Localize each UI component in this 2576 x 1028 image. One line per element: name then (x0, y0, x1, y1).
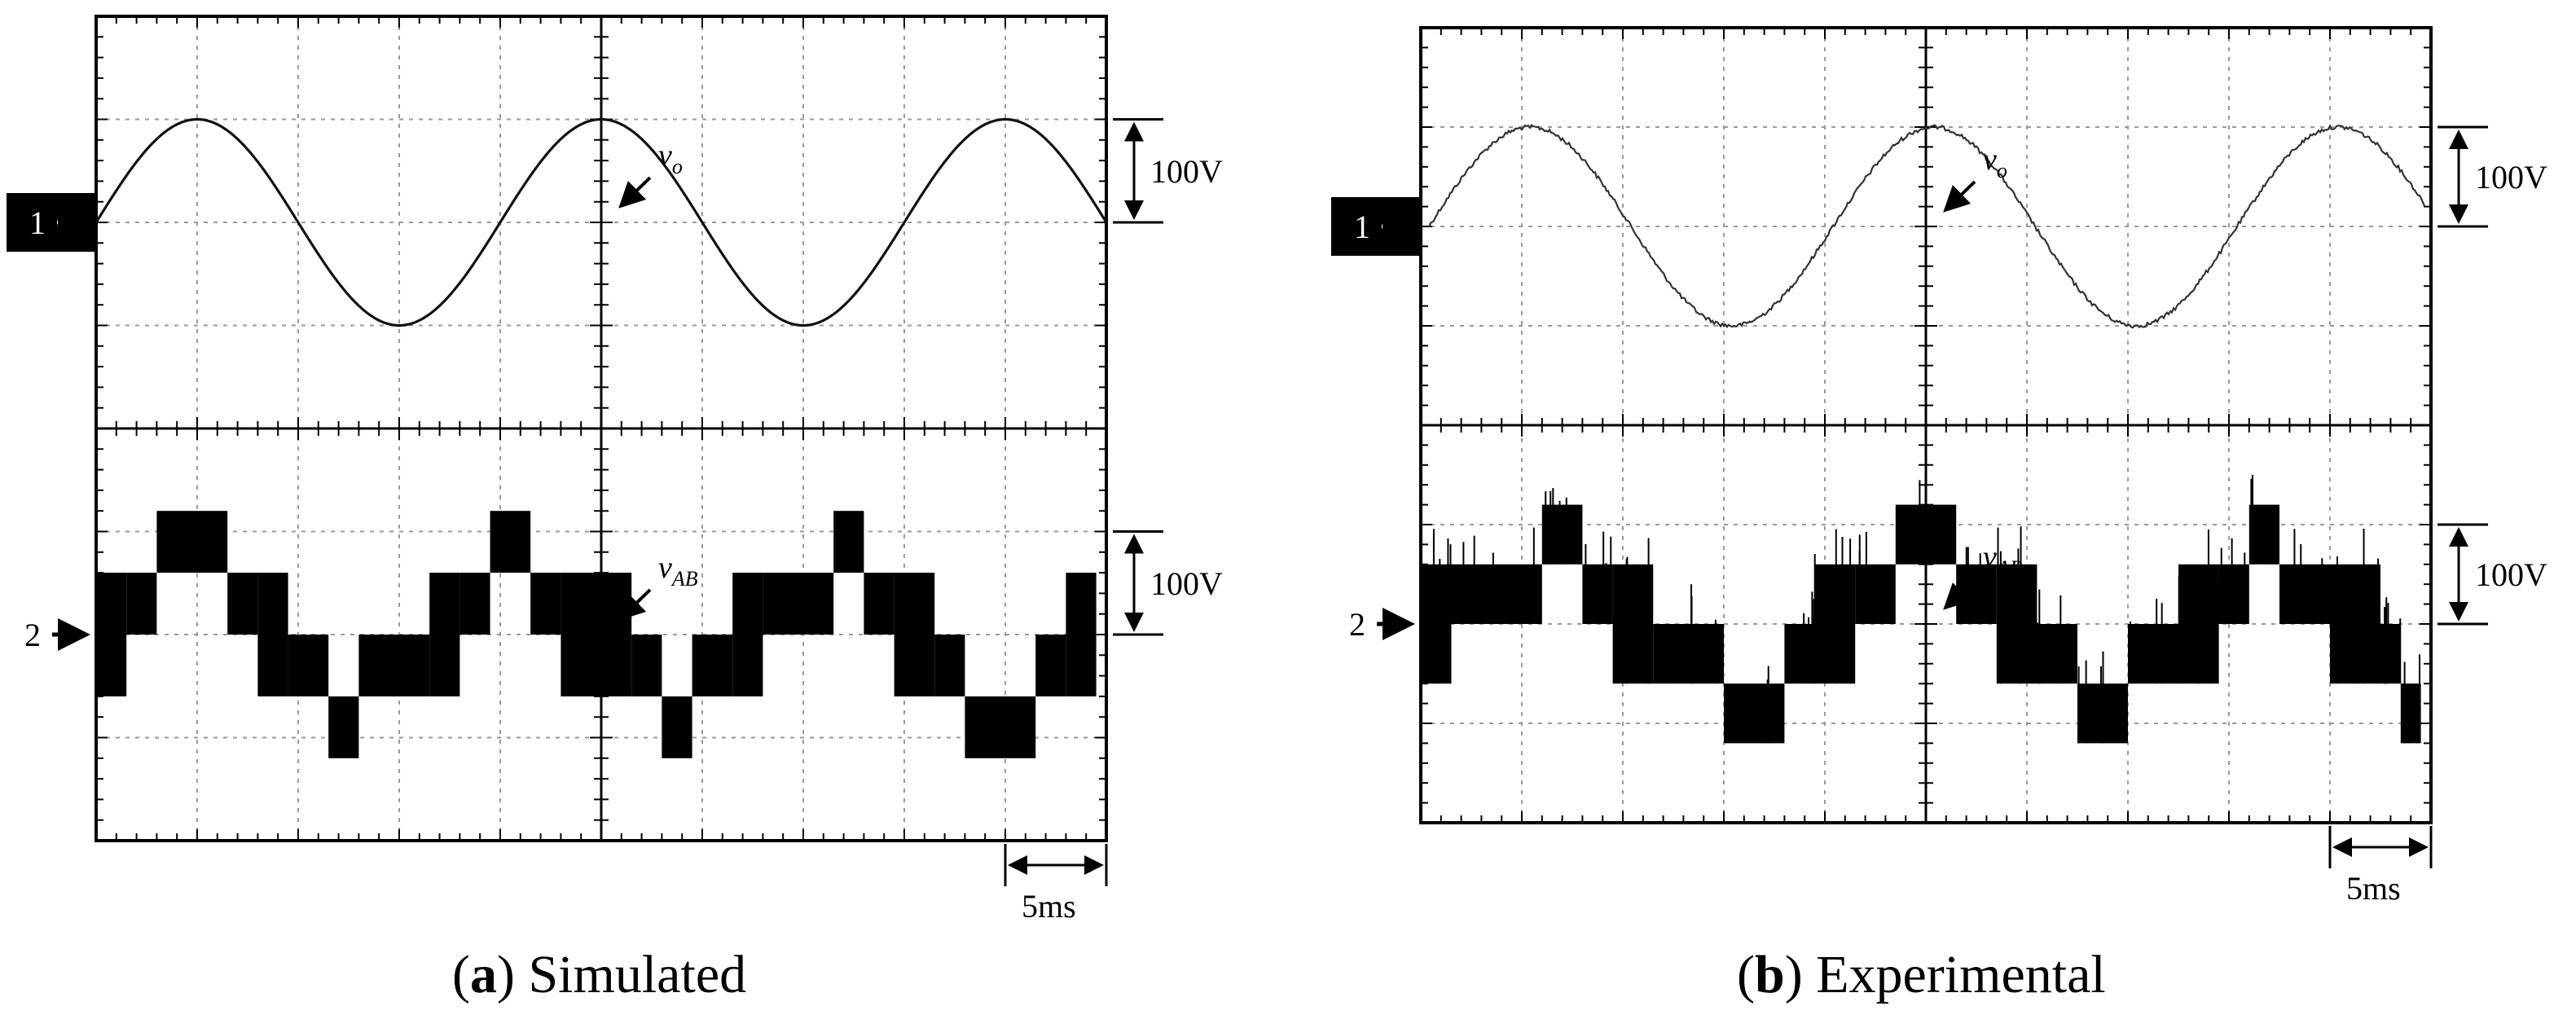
vab-block (1653, 624, 1724, 684)
ch1-marker-label: 1 (1354, 209, 1370, 245)
vab-block (429, 573, 460, 696)
vab-block (530, 573, 561, 635)
vab-block (631, 635, 662, 696)
ch2-marker-label: 2 (1349, 606, 1365, 643)
scale-label: 100V (1150, 565, 1223, 602)
vab-block (934, 635, 965, 696)
vab-block (288, 635, 329, 696)
scale-label: 100V (2475, 159, 2547, 195)
vab-block (894, 573, 935, 696)
vab-block (257, 573, 288, 696)
scope-frame (1419, 26, 2433, 824)
vab-block (328, 696, 359, 758)
trace-vo (95, 117, 1108, 327)
arrow-vo (618, 176, 652, 209)
scale-label: 100V (1150, 153, 1223, 190)
time-scale: 5ms (2328, 826, 2433, 907)
label-vo: vo (1983, 143, 2007, 182)
trace-vab (96, 511, 1097, 758)
voltage-scale-top: 100V (2438, 125, 2547, 228)
vab-block (1784, 624, 1815, 684)
panel-experimental: 1 2 vo vAB 100V 100V 5ms (1331, 26, 2547, 907)
vab-block (1582, 564, 1613, 624)
vab-block (965, 696, 1036, 758)
vab-block (96, 573, 127, 696)
caption-experimental: (b) Experimental (1737, 945, 2106, 1004)
ch1-marker-label: 1 (29, 204, 46, 241)
vab-block (1066, 573, 1097, 696)
vab-block (763, 573, 834, 635)
trace-vab (1421, 475, 2421, 744)
vab-block (1035, 635, 1066, 696)
vab-block (1451, 564, 1542, 624)
vab-block (490, 511, 531, 573)
vab-block (1541, 504, 1583, 565)
voltage-scale-top: 100V (1113, 118, 1223, 224)
vab-block (1724, 683, 1785, 744)
vab-block (227, 573, 258, 635)
voltage-scale-bottom: 100V (2438, 523, 2547, 626)
vab-block (662, 696, 692, 758)
vab-block (2380, 624, 2401, 684)
voltage-scale-bottom: 100V (1113, 530, 1223, 636)
label-vab: vAB (1983, 540, 2023, 580)
arrow-vab (1943, 578, 1976, 610)
vab-block (126, 573, 157, 635)
trace-vo (1427, 124, 2425, 329)
time-label: 5ms (1022, 888, 1076, 925)
vab-block (560, 573, 632, 696)
time-scale: 5ms (1004, 844, 1108, 925)
label-vab: vAB (658, 551, 698, 591)
vab-block (732, 573, 763, 696)
vab-block (156, 511, 228, 573)
vab-block (864, 573, 895, 635)
arrow-vo (1943, 180, 1976, 213)
time-label: 5ms (2346, 870, 2401, 907)
arrow-vab (618, 588, 652, 621)
vab-block (833, 511, 864, 573)
vab-block (692, 635, 733, 696)
vab-block (358, 635, 430, 696)
caption-simulated: (a) Simulated (452, 945, 746, 1004)
scale-label: 100V (2475, 556, 2547, 593)
vab-block (2330, 564, 2380, 684)
label-vo: vo (658, 138, 683, 178)
panel-simulated: 1 2 vo vAB 100V 100V 5ms (7, 15, 1223, 925)
vab-block (2037, 624, 2077, 684)
ch2-marker-label: 2 (24, 617, 41, 653)
vab-block (1814, 564, 1856, 684)
vab-block (1996, 564, 2038, 684)
scope-frame (95, 15, 1108, 842)
vab-block (459, 573, 490, 635)
